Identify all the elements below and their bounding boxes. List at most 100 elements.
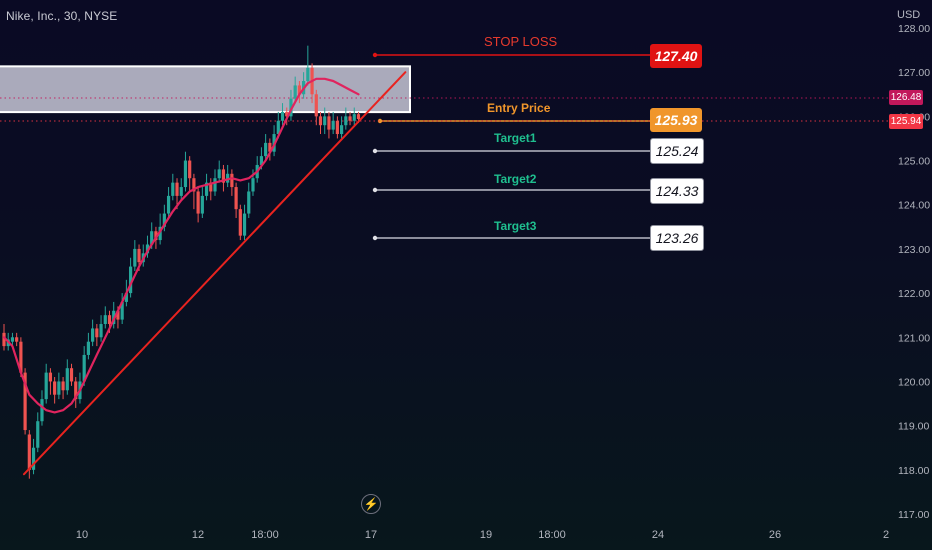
candle[interactable]	[192, 178, 196, 192]
x-tick-label: 10	[76, 529, 88, 541]
lightning-icon[interactable]: ⚡	[361, 494, 381, 514]
candle[interactable]	[242, 213, 247, 236]
candle[interactable]	[340, 125, 344, 135]
candle[interactable]	[318, 116, 323, 126]
y-tick-label: 127.00	[898, 67, 930, 79]
target3-anchor	[372, 235, 378, 241]
candle[interactable]	[53, 381, 57, 395]
candle[interactable]	[116, 310, 120, 320]
candle[interactable]	[200, 195, 204, 214]
candle[interactable]	[327, 116, 331, 130]
candle[interactable]	[150, 231, 154, 245]
candle[interactable]	[259, 156, 264, 165]
candle[interactable]	[120, 301, 124, 320]
candle[interactable]	[86, 341, 90, 355]
candle[interactable]	[230, 173, 234, 188]
candle[interactable]	[196, 191, 200, 214]
candle[interactable]	[74, 381, 78, 400]
candle[interactable]	[213, 178, 217, 192]
candle[interactable]	[36, 421, 40, 448]
candle[interactable]	[221, 169, 226, 183]
candle[interactable]	[95, 328, 99, 338]
candle[interactable]	[31, 447, 36, 470]
candle[interactable]	[183, 160, 188, 188]
target2-label: Target2	[494, 172, 537, 186]
candle[interactable]	[268, 142, 272, 152]
x-tick-label: 19	[480, 529, 492, 541]
candle[interactable]	[348, 116, 352, 121]
price-badge-last: 125.94	[889, 114, 923, 129]
x-tick-label: 2	[883, 529, 889, 541]
candle[interactable]	[171, 182, 175, 196]
candle[interactable]	[188, 160, 192, 179]
candle[interactable]	[23, 372, 27, 431]
candle[interactable]	[137, 248, 141, 263]
candle[interactable]	[57, 381, 61, 395]
resistance-zone[interactable]	[0, 65, 411, 114]
candle[interactable]	[27, 434, 31, 470]
candle[interactable]	[145, 244, 150, 254]
candle[interactable]	[247, 191, 251, 214]
candle[interactable]	[264, 142, 268, 157]
candle[interactable]	[179, 187, 183, 196]
target1-value[interactable]: 125.24	[650, 138, 704, 164]
candle[interactable]	[297, 85, 301, 95]
candle[interactable]	[323, 116, 327, 126]
candle[interactable]	[15, 337, 19, 342]
candle[interactable]	[293, 85, 297, 99]
candle[interactable]	[285, 111, 289, 117]
symbol-title[interactable]: Nike, Inc., 30, NYSE	[6, 9, 118, 23]
candle[interactable]	[238, 209, 242, 236]
target1-anchor	[372, 148, 378, 154]
candle[interactable]	[344, 116, 348, 126]
candle[interactable]	[19, 341, 23, 373]
candle[interactable]	[10, 337, 15, 342]
candle[interactable]	[314, 94, 318, 117]
candle[interactable]	[158, 226, 162, 241]
candle[interactable]	[217, 169, 221, 179]
candle[interactable]	[103, 315, 107, 325]
candle[interactable]	[331, 120, 335, 130]
candle[interactable]	[99, 324, 103, 338]
candle[interactable]	[356, 114, 361, 120]
candle[interactable]	[175, 182, 179, 196]
moving-average-line[interactable]	[2, 77, 360, 414]
y-tick-label: 120.00	[898, 376, 930, 388]
candle[interactable]	[166, 195, 171, 214]
candle[interactable]	[65, 368, 69, 391]
candle[interactable]	[69, 368, 74, 382]
price-badge-126-48: 126.48	[889, 90, 923, 105]
candle[interactable]	[209, 182, 213, 192]
candle[interactable]	[129, 266, 133, 294]
entry-price-label: Entry Price	[487, 101, 551, 115]
y-tick-label: 128.00	[898, 23, 930, 35]
target2-value[interactable]: 124.33	[650, 178, 704, 204]
candle[interactable]	[154, 231, 158, 241]
candle[interactable]	[306, 67, 310, 82]
candle[interactable]	[107, 315, 112, 325]
candle[interactable]	[204, 182, 209, 196]
stop-loss-value[interactable]: 127.40	[650, 44, 702, 68]
candle[interactable]	[251, 178, 255, 192]
candle[interactable]	[234, 187, 238, 210]
target3-value[interactable]: 123.26	[650, 225, 704, 251]
currency-label: USD	[897, 9, 921, 21]
entry-price-value[interactable]: 125.93	[650, 108, 702, 132]
candle[interactable]	[162, 213, 166, 227]
trendline[interactable]	[23, 71, 407, 476]
candle[interactable]	[82, 354, 86, 382]
candle[interactable]	[61, 381, 65, 391]
candle[interactable]	[91, 328, 95, 342]
candle[interactable]	[335, 120, 339, 135]
candle[interactable]	[124, 293, 128, 302]
candle[interactable]	[352, 114, 356, 121]
candle[interactable]	[48, 372, 53, 382]
candle[interactable]	[40, 399, 44, 422]
candle[interactable]	[133, 248, 137, 267]
candle[interactable]	[280, 111, 285, 121]
candle[interactable]	[44, 372, 48, 400]
candle[interactable]	[276, 120, 280, 135]
candle[interactable]	[2, 332, 6, 347]
